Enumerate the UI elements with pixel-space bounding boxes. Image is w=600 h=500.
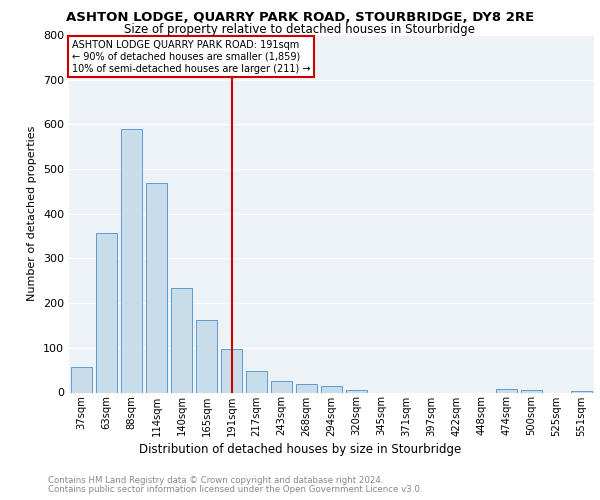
Bar	[96, 233, 117, 392]
Bar	[346, 390, 367, 392]
Bar	[271, 382, 292, 392]
Bar	[296, 384, 317, 392]
Bar	[246, 371, 267, 392]
Bar	[71, 366, 92, 392]
Y-axis label: Number of detached properties: Number of detached properties	[28, 126, 37, 302]
Bar	[196, 320, 217, 392]
Text: Contains HM Land Registry data © Crown copyright and database right 2024.: Contains HM Land Registry data © Crown c…	[48, 476, 383, 485]
Bar	[171, 288, 192, 393]
Bar	[521, 390, 542, 392]
Bar	[221, 349, 242, 393]
Bar	[571, 390, 592, 392]
Text: Distribution of detached houses by size in Stourbridge: Distribution of detached houses by size …	[139, 442, 461, 456]
Text: Contains public sector information licensed under the Open Government Licence v3: Contains public sector information licen…	[48, 484, 422, 494]
Text: ASHTON LODGE QUARRY PARK ROAD: 191sqm
← 90% of detached houses are smaller (1,85: ASHTON LODGE QUARRY PARK ROAD: 191sqm ← …	[71, 40, 310, 74]
Bar	[146, 183, 167, 392]
Bar	[121, 129, 142, 392]
Bar	[496, 389, 517, 392]
Text: Size of property relative to detached houses in Stourbridge: Size of property relative to detached ho…	[125, 22, 476, 36]
Text: ASHTON LODGE, QUARRY PARK ROAD, STOURBRIDGE, DY8 2RE: ASHTON LODGE, QUARRY PARK ROAD, STOURBRI…	[66, 11, 534, 24]
Bar	[321, 386, 342, 392]
